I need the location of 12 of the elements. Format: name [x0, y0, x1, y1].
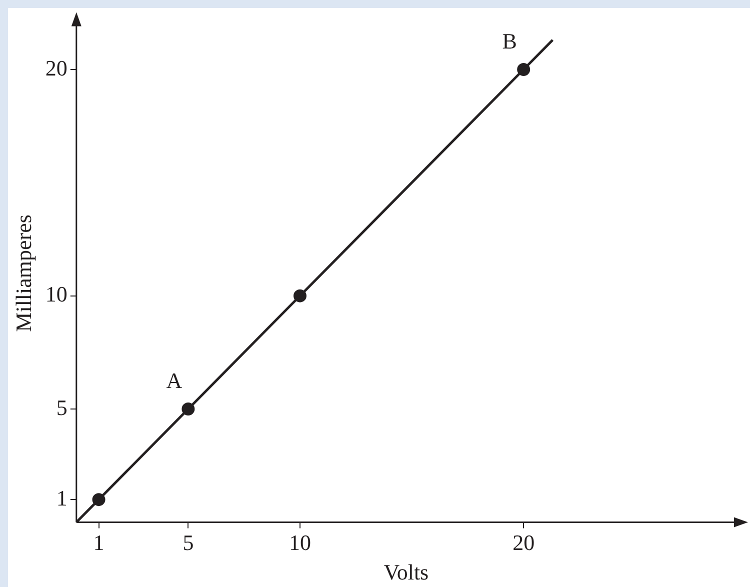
x-tick-label: 1 — [93, 530, 104, 556]
x-tick-label: 20 — [512, 530, 535, 556]
y-tick-label: 1 — [56, 485, 68, 510]
annotation: B — [502, 28, 517, 54]
annotation: A — [166, 368, 182, 393]
x-axis-title: Volts — [384, 560, 429, 585]
y-tick-label: 5 — [56, 394, 68, 420]
x-tick-label: 5 — [182, 530, 194, 556]
y-tick-label: 20 — [45, 55, 68, 80]
y-tick-label: 10 — [45, 282, 68, 307]
x-tick-label: 10 — [288, 530, 311, 556]
y-axis-title: Milliamperes — [10, 214, 36, 332]
